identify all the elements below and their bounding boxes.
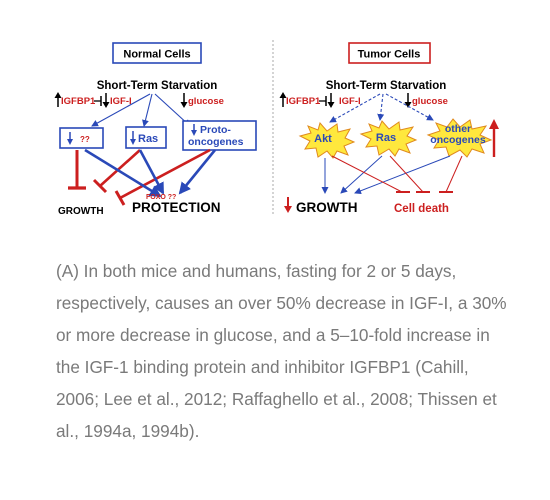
tumor-cell-death-inhibition-lines [331,155,463,193]
figure: Normal Cells Short-Term Starvation IGFBP… [0,0,550,235]
normal-proto-down-arrow-icon [191,124,197,136]
normal-up-arrow-icon [54,92,62,107]
tumor-starvation-dashed-arrows [329,93,434,123]
figure-caption: (A) In both mice and humans, fasting for… [56,261,507,441]
tumor-starvation-label: Short-Term Starvation [326,80,447,92]
normal-ras-label: Ras [138,133,158,145]
normal-ras-box [125,126,167,149]
normal-unknown-down-arrow-icon [67,132,73,145]
normal-proto-label-line2: oncogenes [188,136,244,148]
tumor-glucose-down-arrow-icon [404,93,412,108]
tumor-cells-title: Tumor Cells [358,49,421,61]
tumor-akt-label: Akt [314,133,332,145]
normal-igfbp1-inhibits-icon [94,96,102,106]
normal-igf1-label: IGF-I [110,96,132,107]
normal-cells-title: Normal Cells [123,49,190,61]
other-oncogenes-starburst [426,118,493,158]
normal-activation-arrows [84,148,217,198]
normal-glucose-down-arrow-icon [180,93,188,108]
tumor-igfbp1-inhibits-icon [319,96,327,106]
normal-glucose-label: glucose [188,96,224,107]
normal-foxo-label: FOXO ?? [146,194,176,201]
normal-cells-title-box [112,42,202,64]
normal-starvation-label: Short-Term Starvation [97,80,218,92]
tumor-increase-arrow-icon [489,119,499,157]
tumor-growth-label: GROWTH [296,200,358,215]
akt-starburst [298,121,356,159]
normal-proto-oncogenes-box [182,120,257,151]
normal-proto-label-line1: Proto- [200,124,231,136]
normal-igf1-down-arrow-icon [102,93,110,108]
normal-ras-down-arrow-icon [130,131,136,145]
tumor-ras-label: Ras [376,132,396,144]
tumor-up-arrow-icon [279,92,287,107]
normal-igfbp1-label: IGFBP1 [61,96,96,107]
tumor-igfbp1-label: IGFBP1 [286,96,321,107]
tumor-cell-death-label: Cell death [394,203,449,215]
tumor-other-label-line1: other [445,123,471,135]
tumor-igf1-label: IGF-I [339,96,361,107]
normal-unknown-label: ?? [80,135,90,144]
tumor-glucose-label: glucose [412,96,448,107]
tumor-growth-down-arrow-icon [284,197,292,213]
tumor-igf1-down-arrow-icon [327,93,335,108]
tumor-growth-arrows [321,155,451,195]
diagram-svg: Normal Cells Short-Term Starvation IGFBP… [54,40,499,217]
ras-starburst [359,120,418,157]
normal-protection-label: PROTECTION [132,200,221,215]
normal-growth-label: GROWTH [58,206,104,217]
tumor-other-label-line2: oncogenes [430,134,486,146]
normal-inhibition-lines [68,148,211,206]
tumor-cells-title-box [348,42,431,64]
